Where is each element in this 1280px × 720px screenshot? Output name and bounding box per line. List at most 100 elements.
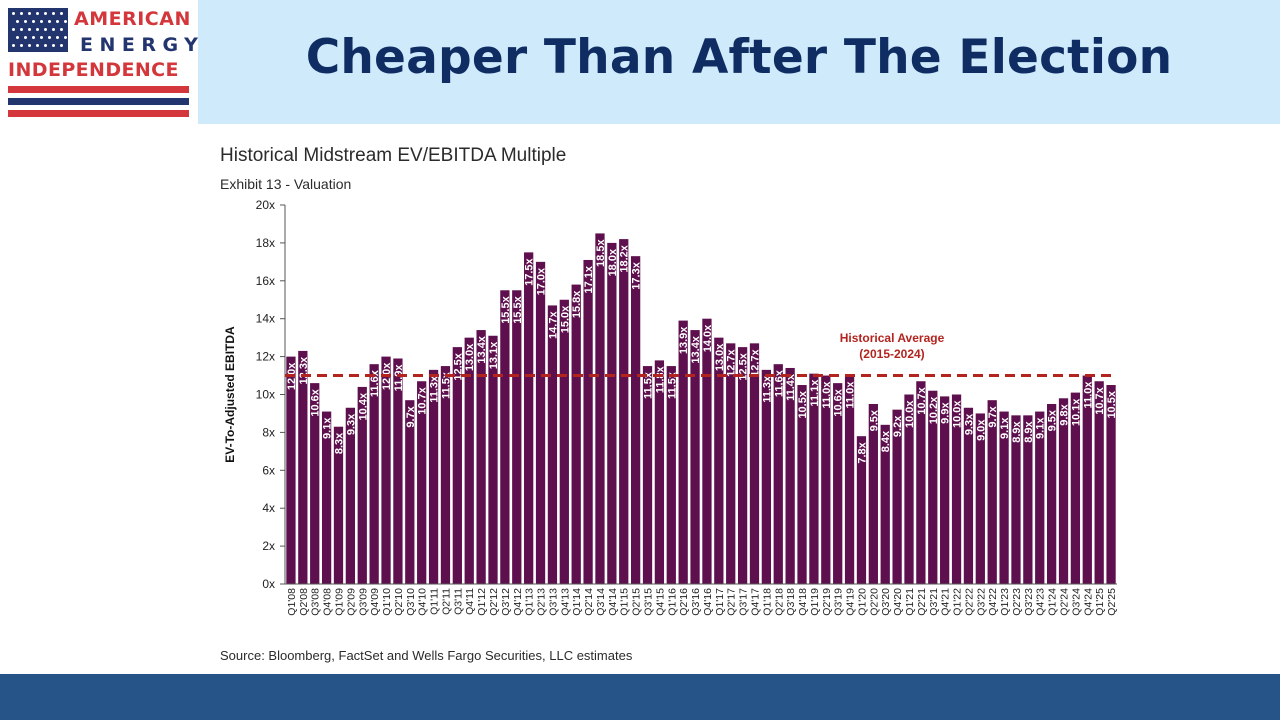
data-label: 18.2x xyxy=(619,244,631,272)
x-tick-label: Q4'17 xyxy=(749,588,761,616)
x-tick-label: Q1'24 xyxy=(1047,588,1059,616)
bar xyxy=(809,373,819,584)
bar xyxy=(417,381,427,584)
data-label: 9.2x xyxy=(892,415,904,437)
bar xyxy=(654,360,665,584)
x-tick-label: Q3'15 xyxy=(643,588,655,616)
data-label: 11.5x xyxy=(440,371,452,399)
x-tick-label: Q4'14 xyxy=(607,588,619,616)
x-tick-label: Q3'14 xyxy=(595,588,607,616)
y-tick-label: 10x xyxy=(256,388,275,402)
data-label: 12.7x xyxy=(749,348,761,376)
data-label: 9.3x xyxy=(345,413,357,435)
bar xyxy=(1094,381,1104,584)
bar xyxy=(999,411,1009,584)
bar xyxy=(1070,392,1081,584)
x-tick-label: Q1'17 xyxy=(714,588,726,616)
data-label: 17.1x xyxy=(583,265,595,293)
data-label: 9.5x xyxy=(1047,409,1059,431)
bar xyxy=(1035,411,1045,584)
x-tick-label: Q3'13 xyxy=(547,588,559,616)
bar xyxy=(381,356,391,584)
x-tick-label: Q3'17 xyxy=(738,588,750,616)
data-label: 9.8x xyxy=(1059,403,1071,425)
bar-chart: 0x 2x 4x 6x 8x 10x 12x 14x 16x 18x 20x EV-To-Adjust… xyxy=(223,198,1118,616)
bar xyxy=(963,407,974,584)
data-label: 15.5x xyxy=(500,295,512,323)
bar xyxy=(714,337,724,584)
data-label: 12.5x xyxy=(452,352,464,380)
bar xyxy=(405,400,415,584)
data-label: 13.0x xyxy=(464,343,476,371)
star-icon xyxy=(60,28,63,31)
x-tick-label: Q2'24 xyxy=(1059,588,1071,616)
y-tick-label: 14x xyxy=(256,312,275,326)
x-tick-label: Q1'09 xyxy=(333,588,345,616)
x-tick-label: Q2'18 xyxy=(773,588,785,616)
bar xyxy=(702,318,712,584)
star-icon xyxy=(48,36,51,39)
bar xyxy=(916,381,926,584)
x-tick-label: Q2'22 xyxy=(963,588,975,616)
x-tick-label: Q4'11 xyxy=(464,588,476,615)
x-tick-label: Q4'23 xyxy=(1035,588,1047,616)
data-label: 9.7x xyxy=(405,405,417,427)
bar xyxy=(345,407,356,584)
bar xyxy=(524,252,534,584)
footer-band xyxy=(0,674,1280,720)
bar xyxy=(833,383,843,584)
logo-text-line1: AMERICAN xyxy=(74,8,191,30)
bar xyxy=(987,400,997,584)
data-label: 11.4x xyxy=(785,373,797,401)
x-tick-label: Q2'11 xyxy=(440,588,452,615)
chart-source: Source: Bloomberg, FactSet and Wells Far… xyxy=(220,648,633,663)
bar xyxy=(298,350,308,584)
x-tick-label: Q4'22 xyxy=(987,588,999,616)
star-icon xyxy=(12,44,15,47)
x-tick-label: Q1'21 xyxy=(904,588,916,616)
bar xyxy=(678,320,688,584)
bar xyxy=(583,259,593,584)
star-icon xyxy=(28,12,31,15)
star-icon xyxy=(32,20,35,23)
data-label: 11.5x xyxy=(643,371,655,399)
star-icon xyxy=(32,36,35,39)
x-tick-label: Q2'09 xyxy=(345,588,357,616)
y-tick-label: 6x xyxy=(262,463,275,477)
data-label: 12.5x xyxy=(738,352,750,380)
x-tick-label: Q3'11 xyxy=(452,588,464,615)
bar xyxy=(880,424,890,584)
bar xyxy=(749,343,760,584)
data-label: 9.7x xyxy=(987,405,999,427)
average-annotation-line2: (2015-2024) xyxy=(859,347,924,361)
x-tick-label: Q2'17 xyxy=(726,588,738,616)
x-tick-label: Q2'10 xyxy=(393,588,405,616)
bar xyxy=(856,436,867,584)
star-icon xyxy=(36,12,39,15)
logo-text-line2: ENERGY xyxy=(80,34,205,56)
bar xyxy=(535,261,546,584)
bar xyxy=(464,337,474,584)
x-tick-label: Q3'20 xyxy=(880,588,892,616)
x-tick-label: Q1'13 xyxy=(524,588,536,616)
y-tick-label: 8x xyxy=(262,425,275,439)
bar xyxy=(440,366,451,584)
bar xyxy=(571,284,581,584)
data-label: 10.7x xyxy=(916,386,928,414)
data-label: 10.0x xyxy=(904,400,916,428)
x-tick-label: Q4'13 xyxy=(559,588,571,616)
star-icon xyxy=(52,12,55,15)
x-tick-label: Q4'19 xyxy=(845,588,857,616)
star-icon xyxy=(12,12,15,15)
star-icon xyxy=(64,36,67,39)
average-annotation-line1: Historical Average xyxy=(840,331,945,345)
data-label: 8.4x xyxy=(880,430,892,452)
data-label: 11.1x xyxy=(809,379,821,407)
data-label: 8.3x xyxy=(333,432,345,454)
x-tick-label: Q3'12 xyxy=(500,588,512,616)
star-icon xyxy=(20,28,23,31)
data-label: 13.4x xyxy=(690,335,702,363)
x-tick-label: Q2'08 xyxy=(298,588,310,616)
bar xyxy=(940,396,950,584)
bar xyxy=(619,239,629,585)
